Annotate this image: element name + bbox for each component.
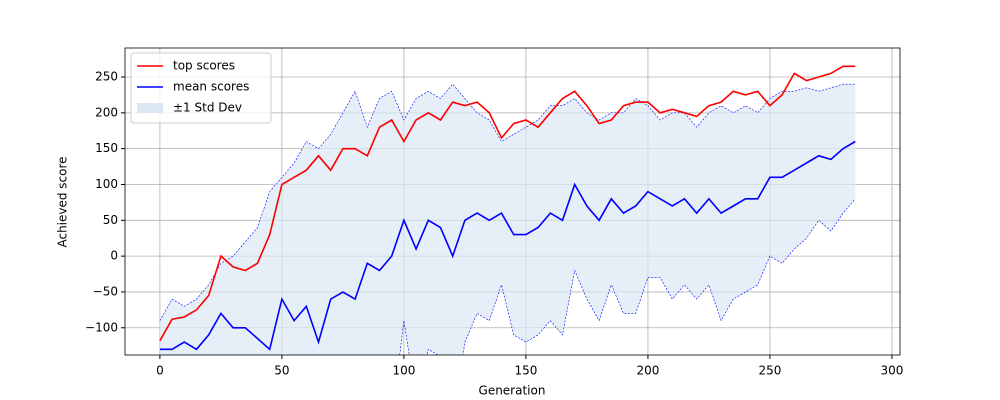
x-tick-label: 300 <box>880 364 903 378</box>
y-tick-label: 0 <box>110 249 118 263</box>
x-axis-label: Generation <box>479 384 546 398</box>
x-tick-label: 0 <box>156 364 164 378</box>
legend-box <box>130 52 272 124</box>
std-line <box>399 198 856 355</box>
y-tick-label: 150 <box>95 141 118 155</box>
x-tick-label: 150 <box>514 364 537 378</box>
legend-label: top scores <box>173 59 235 73</box>
x-tick-label: 50 <box>274 364 289 378</box>
y-axis-label: Achieved score <box>56 156 70 247</box>
x-tick-label: 100 <box>392 364 415 378</box>
legend-label: ±1 Std Dev <box>173 101 242 115</box>
legend-label: mean scores <box>173 80 249 94</box>
y-tick-label: −50 <box>93 284 118 298</box>
std-band <box>159 84 856 355</box>
y-tick-label: −100 <box>85 320 118 334</box>
series-line <box>159 140 856 351</box>
series-line <box>159 65 856 342</box>
x-tick-label: 200 <box>636 364 659 378</box>
y-tick-label: 200 <box>95 105 118 119</box>
legend-swatch <box>137 103 163 113</box>
axes-frame <box>124 47 901 356</box>
x-tick-label: 250 <box>758 364 781 378</box>
y-tick-label: 100 <box>95 177 118 191</box>
y-tick-label: 50 <box>103 213 118 227</box>
plot-area <box>125 48 900 355</box>
y-tick-label: 250 <box>95 70 118 84</box>
